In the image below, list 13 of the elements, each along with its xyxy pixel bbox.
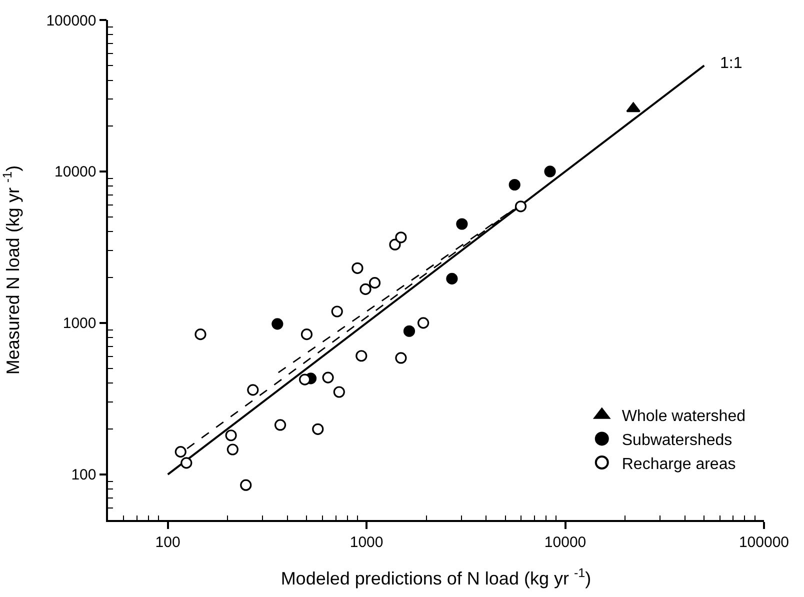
x-tick-label: 10000 <box>544 534 586 551</box>
y-tick-label: 10000 <box>54 164 96 181</box>
y-tick-label: 1000 <box>62 315 96 332</box>
legend-label: Subwatersheds <box>622 432 732 449</box>
x-tick-label: 100000 <box>738 534 790 551</box>
y-tick-label: 100 <box>71 466 96 484</box>
legend-label: Whole watershed <box>622 408 746 426</box>
legend-label: Recharge areas <box>622 456 736 473</box>
x-axis-title: Modeled predictions of N load (kg yr $^{-1}$) <box>280 566 592 588</box>
x-tick-label: 100 <box>155 534 180 551</box>
y-tick-label: 100000 <box>46 12 96 30</box>
annotation: 1:1 <box>720 55 742 72</box>
x-tick-label: 1000 <box>350 534 384 551</box>
